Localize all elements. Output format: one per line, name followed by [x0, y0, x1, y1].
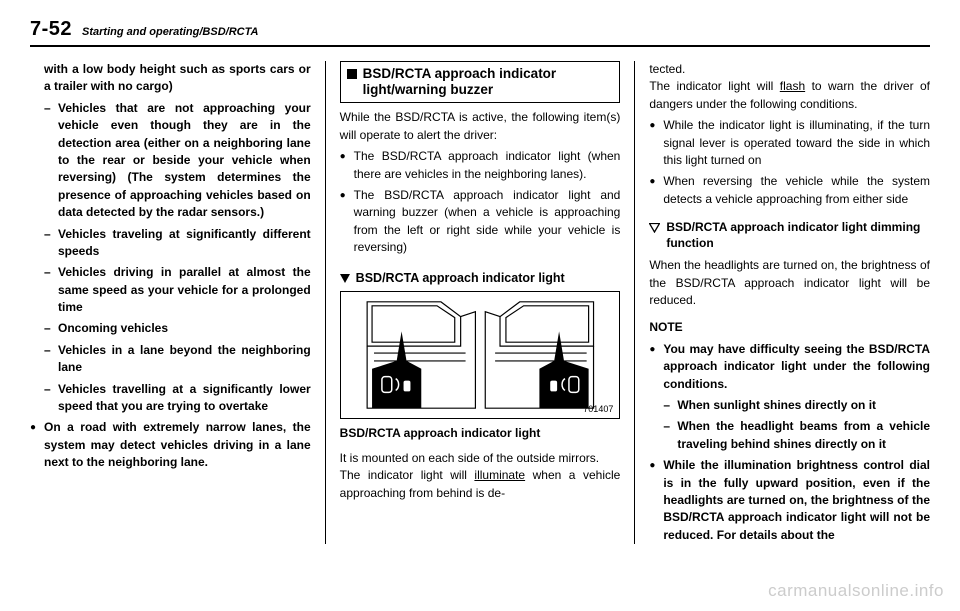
note-block: NOTE ●You may have difficulty seeing the…: [649, 319, 930, 544]
col2-subheading: BSD/RCTA approach indicator light: [340, 271, 621, 285]
column-container: with a low body height such as sports ca…: [30, 61, 930, 544]
col1-sub-4: –Oncoming vehicles: [30, 320, 311, 337]
col2-p2b: The indicator light will illuminate when…: [340, 467, 621, 502]
header-rule: [30, 45, 930, 47]
column-3: tected. The indicator light will flash t…: [634, 61, 930, 544]
note-sub-1: –When sunlight shines directly on it: [649, 397, 930, 414]
page-number: 7-52: [30, 18, 72, 41]
section-heading-box: BSD/RCTA approach indicator light/warnin…: [340, 61, 621, 103]
manual-page: 7-52 Starting and operating/BSD/RCTA wit…: [0, 0, 960, 562]
col1-sub-2: –Vehicles traveling at significantly dif…: [30, 226, 311, 261]
column-1: with a low body height such as sports ca…: [30, 61, 325, 544]
note-bullet-2: ●While the illumination brightness contr…: [649, 457, 930, 544]
watermark: carmanualsonline.info: [768, 581, 944, 601]
section-path: Starting and operating/BSD/RCTA: [82, 26, 258, 38]
col1-continuation: with a low body height such as sports ca…: [30, 61, 311, 96]
figure-number: 701407: [583, 404, 613, 414]
col2-p2a: It is mounted on each side of the outsid…: [340, 450, 621, 467]
section-heading-text: BSD/RCTA approach indicator light/warnin…: [363, 66, 614, 98]
col3-p1: tected.: [649, 61, 930, 78]
figure-caption: BSD/RCTA approach indicator light: [340, 425, 621, 442]
column-2: BSD/RCTA approach indicator light/warnin…: [325, 61, 635, 544]
note-sub-2: –When the headlight beams from a vehicle…: [649, 418, 930, 453]
col3-bullet-1: ●While the indicator light is illuminati…: [649, 117, 930, 169]
square-icon: [347, 69, 357, 79]
col2-bullet-1: ●The BSD/RCTA approach indicator light (…: [340, 148, 621, 183]
col1-sub-6: –Vehicles travelling at a significantly …: [30, 381, 311, 416]
col3-subsubhead-text: BSD/RCTA approach indicator light dimmin…: [666, 220, 930, 251]
col1-sub-1: –Vehicles that are not approaching your …: [30, 100, 311, 222]
col2-intro: While the BSD/RCTA is active, the follow…: [340, 109, 621, 144]
col2-bullet-2: ●The BSD/RCTA approach indicator light a…: [340, 187, 621, 257]
col3-bullet-2: ●When reversing the vehicle while the sy…: [649, 173, 930, 208]
mirror-diagram: [341, 292, 620, 418]
col1-bullet-1: ●On a road with extremely narrow lanes, …: [30, 419, 311, 471]
col2-subheading-text: BSD/RCTA approach indicator light: [356, 271, 565, 285]
note-heading: NOTE: [649, 319, 930, 336]
figure-box: 701407: [340, 291, 621, 419]
col3-p2: The indicator light will flash to warn t…: [649, 78, 930, 113]
note-bullet-1: ●You may have difficulty seeing the BSD/…: [649, 341, 930, 393]
col3-p3: When the headlights are turned on, the b…: [649, 257, 930, 309]
col1-sub-5: –Vehicles in a lane beyond the neighbori…: [30, 342, 311, 377]
triangle-down-icon: [340, 274, 350, 283]
col1-sub-3: –Vehicles driving in parallel at almost …: [30, 264, 311, 316]
col3-subsubhead: BSD/RCTA approach indicator light dimmin…: [649, 220, 930, 251]
page-header: 7-52 Starting and operating/BSD/RCTA: [30, 18, 930, 41]
triangle-outline-icon: [649, 223, 660, 233]
